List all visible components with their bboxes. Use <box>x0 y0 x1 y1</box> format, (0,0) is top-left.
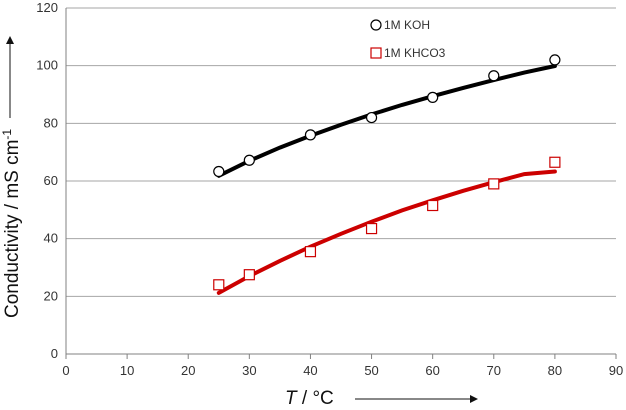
x-tick-label: 0 <box>62 363 69 378</box>
y-axis-label-main: Conductivity / mS cm <box>2 140 23 318</box>
x-tick-label: 70 <box>487 363 501 378</box>
y-tick-label: 120 <box>36 0 58 15</box>
point-koh <box>213 165 225 178</box>
axes <box>65 8 617 359</box>
fit-curves <box>216 64 557 295</box>
legend-label-koh: 1M KOH <box>384 18 430 32</box>
x-tick-label: 20 <box>181 363 195 378</box>
point-koh <box>365 111 378 124</box>
y-tick-label: 40 <box>44 231 58 246</box>
legend: 1M KOH 1M KHCO3 <box>370 18 446 60</box>
x-axis-label: T / °C <box>285 388 334 409</box>
y-axis-label-superscript: -1 <box>0 129 14 140</box>
fit-curve-koh <box>216 64 557 178</box>
x-tick-label: 30 <box>242 363 256 378</box>
point-koh <box>304 129 317 141</box>
y-axis-label: Conductivity / mS cm-1 <box>0 129 23 318</box>
y-tick-labels: 0 20 40 60 80 100 120 <box>36 0 58 361</box>
fit-curve-khco3 <box>216 169 557 295</box>
y-tick-label: 60 <box>44 173 58 188</box>
legend-marker-koh <box>370 19 382 31</box>
y-tick-label: 80 <box>44 115 58 130</box>
point-koh <box>427 91 439 103</box>
x-tick-label: 10 <box>120 363 134 378</box>
legend-marker-khco3 <box>370 47 382 59</box>
point-koh <box>243 154 255 166</box>
legend-label-khco3: 1M KHCO3 <box>384 46 446 60</box>
x-tick-label: 50 <box>364 363 378 378</box>
point-khco3 <box>213 279 225 291</box>
x-axis-arrow <box>355 395 478 403</box>
point-khco3 <box>549 156 561 168</box>
data-points <box>213 54 561 291</box>
x-tick-label: 80 <box>548 363 562 378</box>
x-tick-labels: 0 10 20 30 40 50 60 70 80 90 <box>62 363 623 378</box>
y-tick-label: 0 <box>51 346 58 361</box>
point-khco3 <box>427 199 439 212</box>
x-tick-label: 90 <box>609 363 623 378</box>
point-koh <box>549 54 561 66</box>
point-khco3 <box>365 222 378 235</box>
x-tick-label: 40 <box>303 363 317 378</box>
grid-lines <box>66 7 616 297</box>
point-khco3 <box>488 178 500 190</box>
point-khco3 <box>243 269 255 281</box>
x-axis-label-unit: / °C <box>297 388 334 409</box>
x-axis-label-variable: T <box>285 388 298 409</box>
point-khco3 <box>304 246 317 258</box>
point-koh <box>488 70 500 82</box>
x-tick-label: 60 <box>425 363 439 378</box>
y-tick-label: 100 <box>36 58 58 73</box>
y-tick-label: 20 <box>44 288 58 303</box>
y-axis-arrow <box>6 36 14 118</box>
